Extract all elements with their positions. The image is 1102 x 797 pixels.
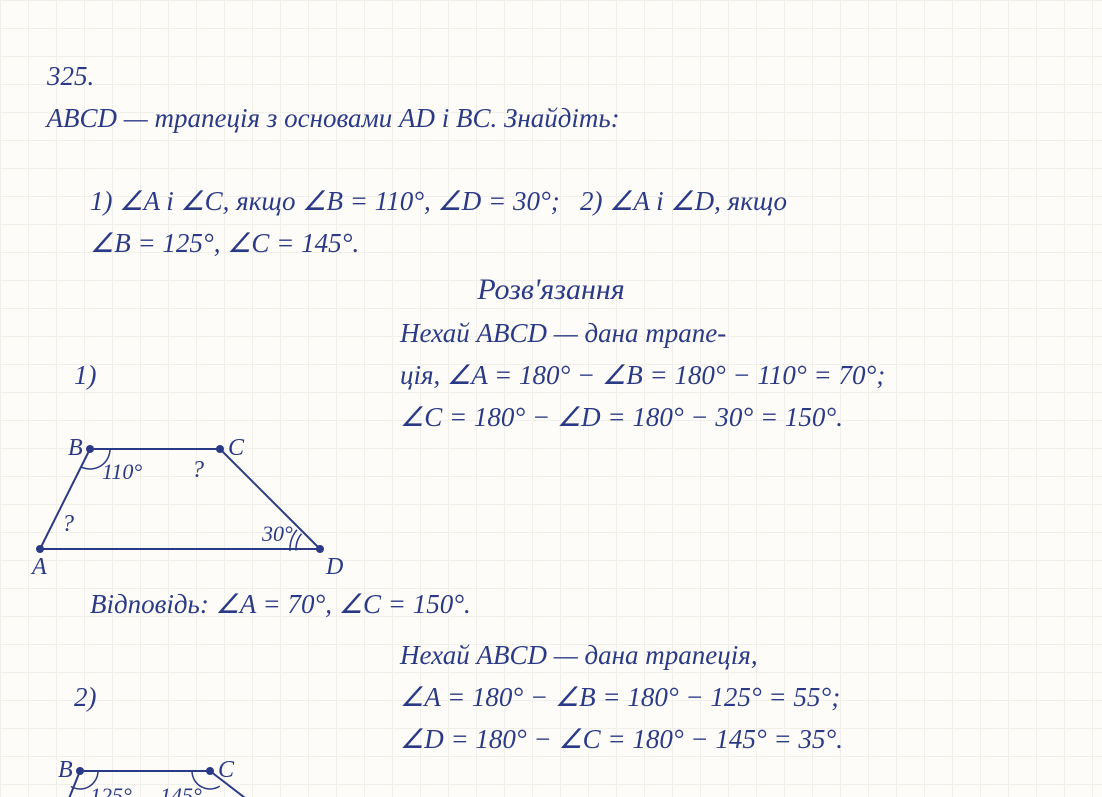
part1-answer: Відповідь: ∠A = 70°, ∠C = 150°. bbox=[90, 584, 1082, 626]
svg-text:D: D bbox=[325, 554, 343, 579]
svg-text:145°: 145° bbox=[160, 783, 202, 797]
part1-text-1: Нехай ABCD — дана трапе- bbox=[400, 313, 1082, 355]
part2-figure-wrap: 2) ABCD125°145°?? bbox=[20, 635, 380, 797]
svg-text:C: C bbox=[228, 435, 245, 461]
part1-figure-wrap: 1) A B C D 110° 30°?? bbox=[20, 313, 380, 584]
svg-text:A: A bbox=[30, 554, 47, 579]
part2-row: 2) ABCD125°145°?? Нехай ABCD — дана трап… bbox=[20, 635, 1082, 797]
part1-text-3: ∠C = 180° − ∠D = 180° − 30° = 150°. bbox=[400, 397, 1082, 439]
solution-heading: Розв'язання bbox=[20, 273, 1082, 307]
trapezoid-figure-2: ABCD125°145°?? bbox=[20, 751, 380, 797]
svg-text:?: ? bbox=[62, 511, 74, 537]
part1-text-2: ція, ∠A = 180° − ∠B = 180° − 110° = 70°; bbox=[400, 355, 1082, 397]
problem-line-1: 325. ABCD — трапеція з основами AD і BC.… bbox=[20, 14, 1082, 181]
problem-statement-1: ABCD — трапеція з основами AD і BC. Знай… bbox=[47, 103, 620, 133]
svg-text:110°: 110° bbox=[102, 459, 142, 484]
part2-text-3: ∠D = 180° − ∠C = 180° − 145° = 35°. bbox=[400, 719, 1082, 761]
svg-text:?: ? bbox=[192, 457, 204, 483]
part2-text: Нехай ABCD — дана трапеція, ∠A = 180° − … bbox=[400, 635, 1082, 761]
svg-text:B: B bbox=[68, 435, 83, 461]
svg-text:125°: 125° bbox=[90, 783, 132, 797]
svg-text:B: B bbox=[58, 757, 73, 783]
trapezoid-figure-1: A B C D 110° 30°?? bbox=[20, 429, 360, 579]
part1-label: 1) bbox=[74, 360, 97, 390]
page-content: 325. ABCD — трапеція з основами AD і BC.… bbox=[0, 0, 1102, 797]
problem-line-3: ∠B = 125°, ∠C = 145°. bbox=[90, 223, 1082, 265]
part2-text-1: Нехай ABCD — дана трапеція, bbox=[400, 635, 1082, 677]
problem-line-2: 1) ∠A і ∠C, якщо ∠B = 110°, ∠D = 30°; 2)… bbox=[90, 181, 1082, 223]
part1-row: 1) A B C D 110° 30°?? Нехай ABCD — дана трапе… bbox=[20, 313, 1082, 584]
part2-label: 2) bbox=[74, 682, 97, 712]
problem-number: 325. bbox=[47, 61, 94, 91]
part1-text: Нехай ABCD — дана трапе- ція, ∠A = 180° … bbox=[400, 313, 1082, 439]
part2-text-2: ∠A = 180° − ∠B = 180° − 125° = 55°; bbox=[400, 677, 1082, 719]
svg-text:30°: 30° bbox=[261, 521, 293, 546]
svg-text:C: C bbox=[218, 757, 235, 783]
